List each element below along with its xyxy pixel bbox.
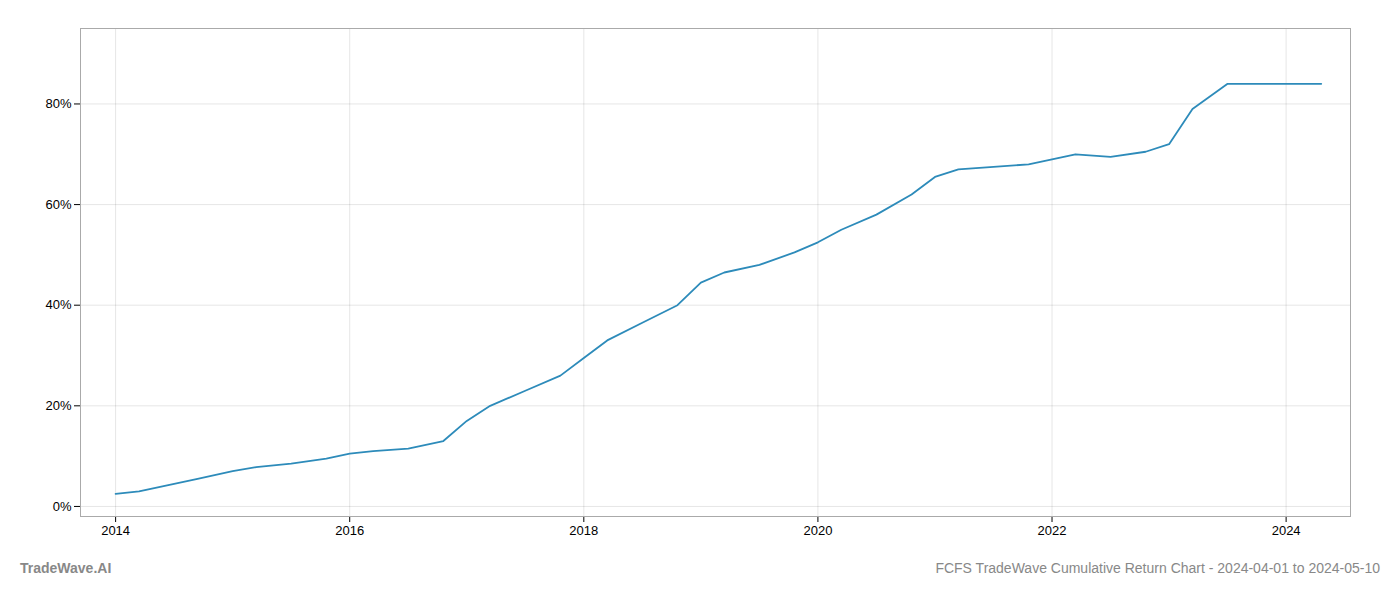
svg-text:40%: 40%	[45, 297, 71, 312]
svg-text:0%: 0%	[53, 499, 72, 514]
svg-text:60%: 60%	[45, 197, 71, 212]
svg-text:20%: 20%	[45, 398, 71, 413]
html-text:TradeWave.AI: TradeWave.AI	[20, 560, 112, 576]
svg-text:2024: 2024	[1272, 523, 1301, 538]
svg-text:2020: 2020	[803, 523, 832, 538]
svg-text:2014: 2014	[101, 523, 130, 538]
html-text:FCFS TradeWave Cumulative Retu: FCFS TradeWave Cumulative Return Chart -…	[935, 560, 1380, 576]
svg-text:80%: 80%	[45, 96, 71, 111]
svg-text:2018: 2018	[569, 523, 598, 538]
svg-text:2022: 2022	[1038, 523, 1067, 538]
svg-text:2016: 2016	[335, 523, 364, 538]
